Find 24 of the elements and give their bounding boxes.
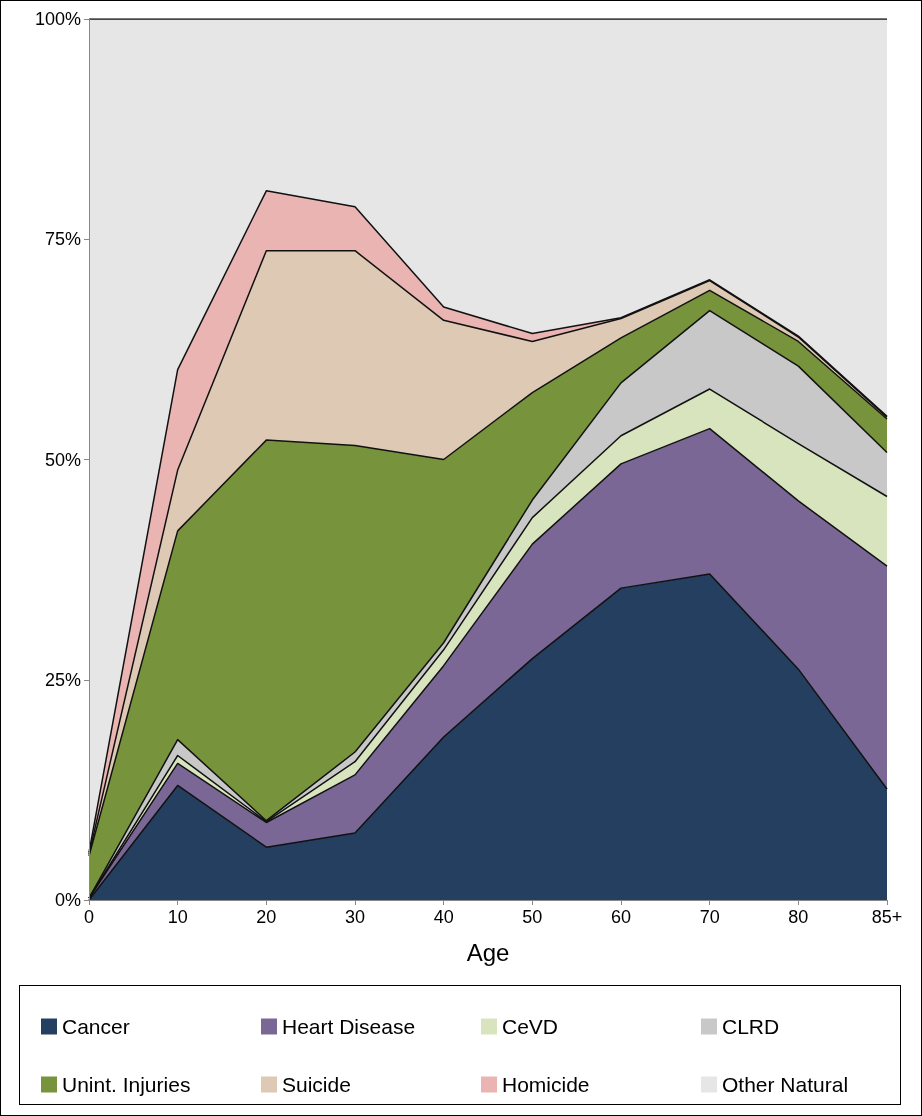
y-tick-label: 50% [44,449,81,470]
legend-label: Homicide [502,1073,590,1096]
y-tick-label: 25% [44,669,81,690]
x-tick-label: 10 [167,907,188,927]
x-tick-label: 85+ [871,907,903,927]
x-tick-label: 70 [699,907,720,927]
legend-label: CeVD [502,1015,559,1038]
x-tick-label: 40 [433,907,454,927]
x-tick-label: 60 [610,907,632,927]
x-tick-label: 80 [788,907,809,927]
x-tick-label: 0 [83,907,95,927]
x-axis-title: Age [466,938,510,966]
x-tick-label: 50 [522,907,543,927]
x-tick-label: 30 [344,907,366,927]
legend-label: CLRD [722,1015,780,1038]
legend-label: Heart Disease [282,1015,416,1038]
y-tick-label: 0% [54,890,81,910]
y-tick-label: 100% [34,9,81,29]
legend-label: Cancer [62,1015,130,1038]
legend-label: Unint. Injuries [62,1073,191,1096]
x-tick-label: 20 [256,907,277,927]
y-tick-label: 75% [44,229,81,250]
legend-label: Suicide [282,1073,351,1096]
legend-label: Other Natural [722,1073,849,1096]
